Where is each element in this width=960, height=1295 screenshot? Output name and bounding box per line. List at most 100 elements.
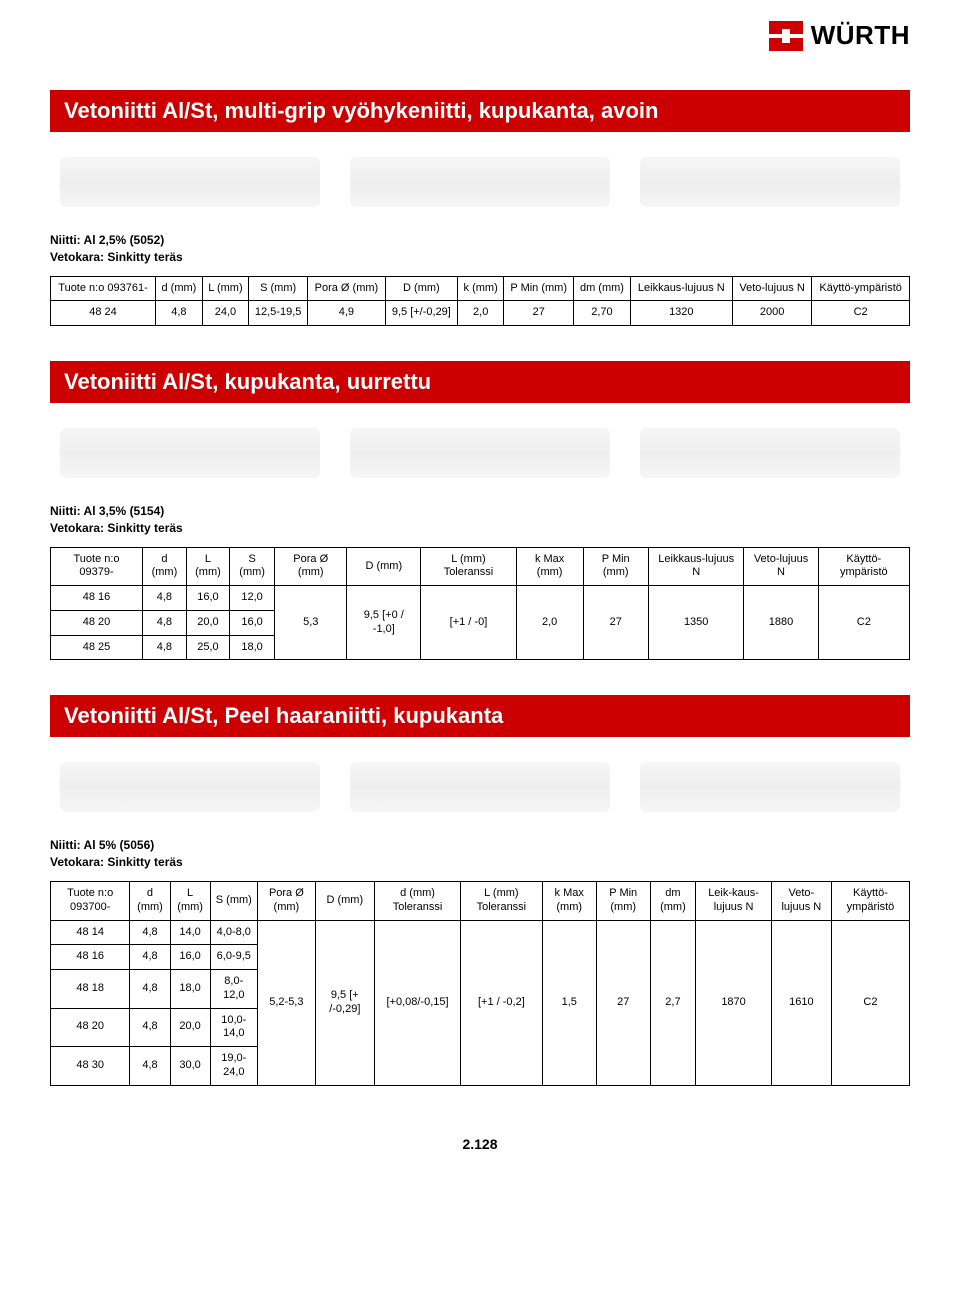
table-row: 48 24 4,8 24,0 12,5-19,5 4,9 9,5 [+/-0,2… <box>51 301 910 326</box>
col-code: Tuote n:o 093761- <box>51 276 156 301</box>
section-title: Vetoniitti Al/St, multi-grip vyöhykeniit… <box>50 90 910 132</box>
dimension-diagram <box>640 428 900 478</box>
col-D: D (mm) <box>315 882 374 921</box>
wurth-logo-icon <box>769 21 803 51</box>
cell: 25,0 <box>186 635 229 660</box>
material-line2: Vetokara: Sinkitty teräs <box>50 250 183 264</box>
cell: 48 18 <box>51 970 130 1009</box>
cell: [+1 / -0] <box>421 586 517 660</box>
table-header-row: Tuote n:o 09379- d (mm) L (mm) S (mm) Po… <box>51 547 910 586</box>
cell: 18,0 <box>170 970 210 1009</box>
cell: 5,2-5,3 <box>257 920 315 1085</box>
section-title: Vetoniitti Al/St, Peel haaraniitti, kupu… <box>50 695 910 737</box>
cell: 30,0 <box>170 1047 210 1086</box>
cell: 48 16 <box>51 586 143 611</box>
section-peel: Vetoniitti Al/St, Peel haaraniitti, kupu… <box>50 695 910 1085</box>
cell: 48 30 <box>51 1047 130 1086</box>
illustration-row <box>50 757 910 817</box>
cell: 9,5 [+0 / -1,0] <box>347 586 421 660</box>
cell: 1320 <box>630 301 732 326</box>
col-L: L (mm) <box>186 547 229 586</box>
illustration-row <box>50 423 910 483</box>
col-veto: Veto-lujuus N <box>744 547 818 586</box>
material-line1: Niitti: Al 2,5% (5052) <box>50 233 164 247</box>
col-D: D (mm) <box>347 547 421 586</box>
col-S: S (mm) <box>210 882 257 921</box>
cell: 10,0-14,0 <box>210 1008 257 1047</box>
col-pmin: P Min (mm) <box>504 276 574 301</box>
col-veto: Veto-lujuus N <box>771 882 831 921</box>
cell: 16,0 <box>230 610 275 635</box>
section-uurrettu: Vetoniitti Al/St, kupukanta, uurrettu Ni… <box>50 361 910 660</box>
col-dm: dm (mm) <box>574 276 631 301</box>
cell: 4,8 <box>143 610 187 635</box>
col-leik: Leikkaus-lujuus N <box>648 547 744 586</box>
cell: 4,8 <box>130 920 170 945</box>
cell: 19,0-24,0 <box>210 1047 257 1086</box>
col-env: Käyttö-ympäristö <box>818 547 909 586</box>
cell: 4,8 <box>130 1047 170 1086</box>
cell: 16,0 <box>186 586 229 611</box>
cell: [+0,08/-0,15] <box>374 920 460 1085</box>
cell: 24,0 <box>202 301 248 326</box>
cell: 12,5-19,5 <box>249 301 308 326</box>
cell: 48 20 <box>51 1008 130 1047</box>
cell: 2000 <box>732 301 811 326</box>
col-d: d (mm) <box>143 547 187 586</box>
col-Ltol: L (mm) Toleranssi <box>421 547 517 586</box>
col-dtol: d (mm) Toleranssi <box>374 882 460 921</box>
cell: 20,0 <box>186 610 229 635</box>
cell: 1880 <box>744 586 818 660</box>
col-d: d (mm) <box>156 276 203 301</box>
page-number: 2.128 <box>50 1136 910 1152</box>
cell: 4,8 <box>130 1008 170 1047</box>
cell: 18,0 <box>230 635 275 660</box>
table-header-row: Tuote n:o 093761- d (mm) L (mm) S (mm) P… <box>51 276 910 301</box>
table-header-row: Tuote n:o 093700- d (mm) L (mm) S (mm) P… <box>51 882 910 921</box>
spec-table-1: Tuote n:o 093761- d (mm) L (mm) S (mm) P… <box>50 276 910 327</box>
cell: 16,0 <box>170 945 210 970</box>
material-line2: Vetokara: Sinkitty teräs <box>50 855 183 869</box>
cell: 4,8 <box>130 970 170 1009</box>
cross-section-illustration <box>350 428 610 478</box>
col-L: L (mm) <box>170 882 210 921</box>
col-pmin: P Min (mm) <box>596 882 650 921</box>
col-k: k (mm) <box>458 276 504 301</box>
col-kmax: k Max (mm) <box>516 547 583 586</box>
cross-section-illustration <box>350 157 610 207</box>
cell: 9,5 [+ /-0,29] <box>315 920 374 1085</box>
cell: 27 <box>504 301 574 326</box>
col-code: Tuote n:o 093700- <box>51 882 130 921</box>
section-title: Vetoniitti Al/St, kupukanta, uurrettu <box>50 361 910 403</box>
col-d: d (mm) <box>130 882 170 921</box>
col-S: S (mm) <box>249 276 308 301</box>
col-L: L (mm) <box>202 276 248 301</box>
cell: 6,0-9,5 <box>210 945 257 970</box>
col-env: Käyttö-ympäristö <box>812 276 910 301</box>
table-row: 48 16 4,8 16,0 12,0 5,3 9,5 [+0 / -1,0] … <box>51 586 910 611</box>
cell: 48 25 <box>51 635 143 660</box>
spec-table-3: Tuote n:o 093700- d (mm) L (mm) S (mm) P… <box>50 881 910 1086</box>
illustration-row <box>50 152 910 212</box>
spec-table-2: Tuote n:o 09379- d (mm) L (mm) S (mm) Po… <box>50 547 910 661</box>
rivet-illustration <box>60 157 320 207</box>
section-multigrip: Vetoniitti Al/St, multi-grip vyöhykeniit… <box>50 90 910 326</box>
cell: 48 16 <box>51 945 130 970</box>
cell: 2,70 <box>574 301 631 326</box>
col-leik: Leikkaus-lujuus N <box>630 276 732 301</box>
cell: 20,0 <box>170 1008 210 1047</box>
material-line1: Niitti: Al 3,5% (5154) <box>50 504 164 518</box>
cell: 2,0 <box>458 301 504 326</box>
cell: 27 <box>596 920 650 1085</box>
col-D: D (mm) <box>385 276 458 301</box>
brand-text: WÜRTH <box>811 20 910 51</box>
material-spec: Niitti: Al 2,5% (5052) Vetokara: Sinkitt… <box>50 232 910 266</box>
cell: 27 <box>583 586 648 660</box>
cell: 8,0-12,0 <box>210 970 257 1009</box>
cell: 2,0 <box>516 586 583 660</box>
cell: 1610 <box>771 920 831 1085</box>
cell: C2 <box>831 920 909 1085</box>
cell: 48 24 <box>51 301 156 326</box>
cell: 1,5 <box>542 920 596 1085</box>
material-line1: Niitti: Al 5% (5056) <box>50 838 154 852</box>
